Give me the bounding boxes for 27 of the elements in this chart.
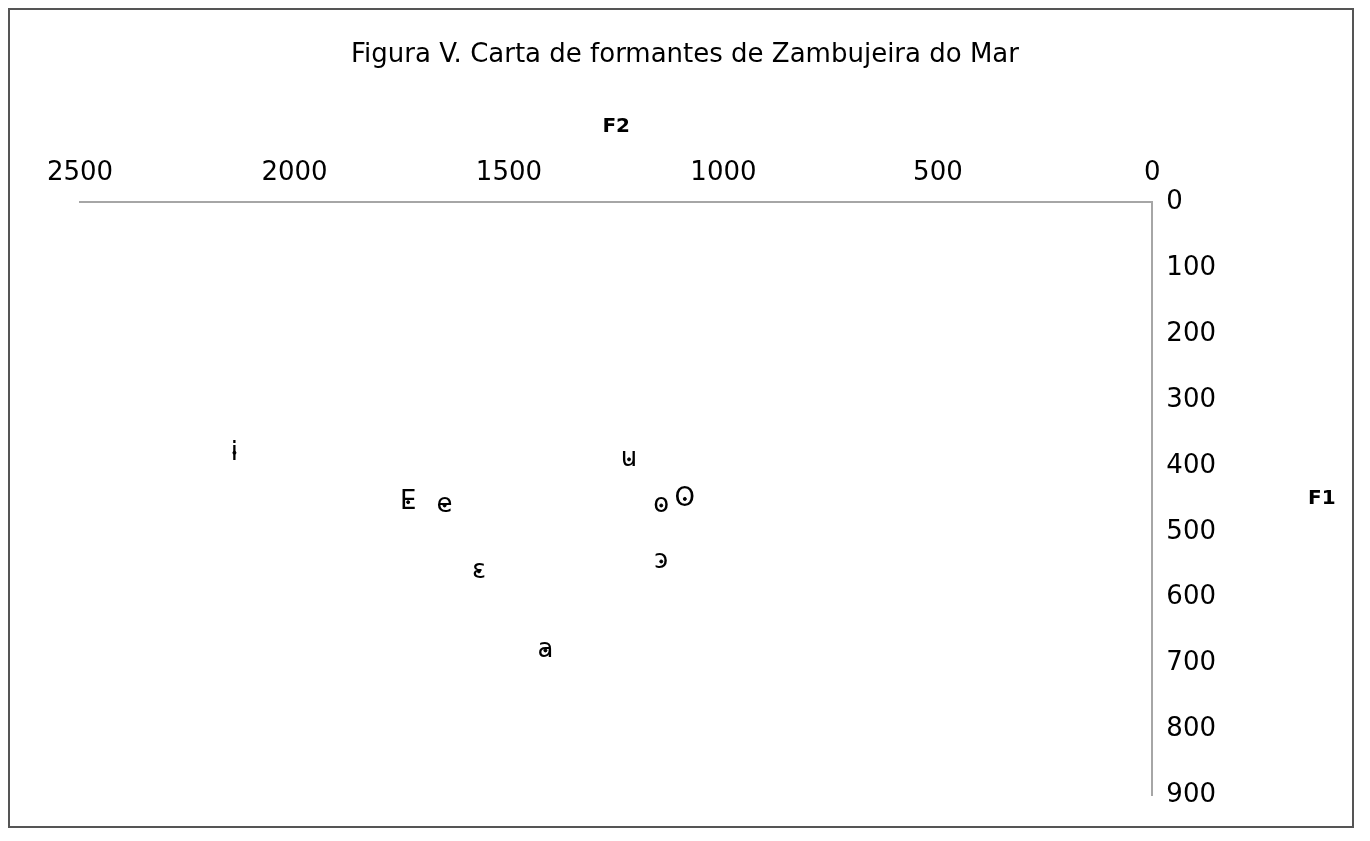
y-tick-label: 200 <box>1166 316 1217 347</box>
text: o <box>653 488 670 519</box>
y-tick-label: 900 <box>1166 778 1217 809</box>
x-tick-label: 0 <box>1144 155 1161 186</box>
text: ɛ <box>471 554 486 585</box>
x-axis-title: F2 <box>602 113 630 138</box>
x-tick-label: 2000 <box>261 155 328 186</box>
chart-title: Figura V. Carta de formantes de Zambujeira do Mar <box>351 38 1020 69</box>
y-tick-label: 800 <box>1166 712 1217 743</box>
y-tick-label: 700 <box>1166 646 1217 677</box>
y-tick-label: 300 <box>1166 382 1217 413</box>
text: u <box>620 442 638 473</box>
y-tick-label: 400 <box>1166 448 1217 479</box>
text: E <box>399 484 417 515</box>
y-tick-label: 500 <box>1166 514 1217 545</box>
y-tick-label: 0 <box>1166 185 1183 216</box>
text: ɔ <box>654 544 669 575</box>
x-tick-label: 1500 <box>475 155 543 186</box>
text: O <box>674 481 696 512</box>
y-tick-label: 100 <box>1166 251 1217 282</box>
y-tick-label: 600 <box>1166 580 1217 611</box>
x-tick-label: 1000 <box>690 155 757 186</box>
text: a <box>537 633 554 664</box>
x-tick-label: 2500 <box>46 155 114 186</box>
y-axis-title: F1 <box>1308 485 1336 510</box>
text: e <box>436 488 453 519</box>
x-tick-label: 500 <box>913 155 963 186</box>
